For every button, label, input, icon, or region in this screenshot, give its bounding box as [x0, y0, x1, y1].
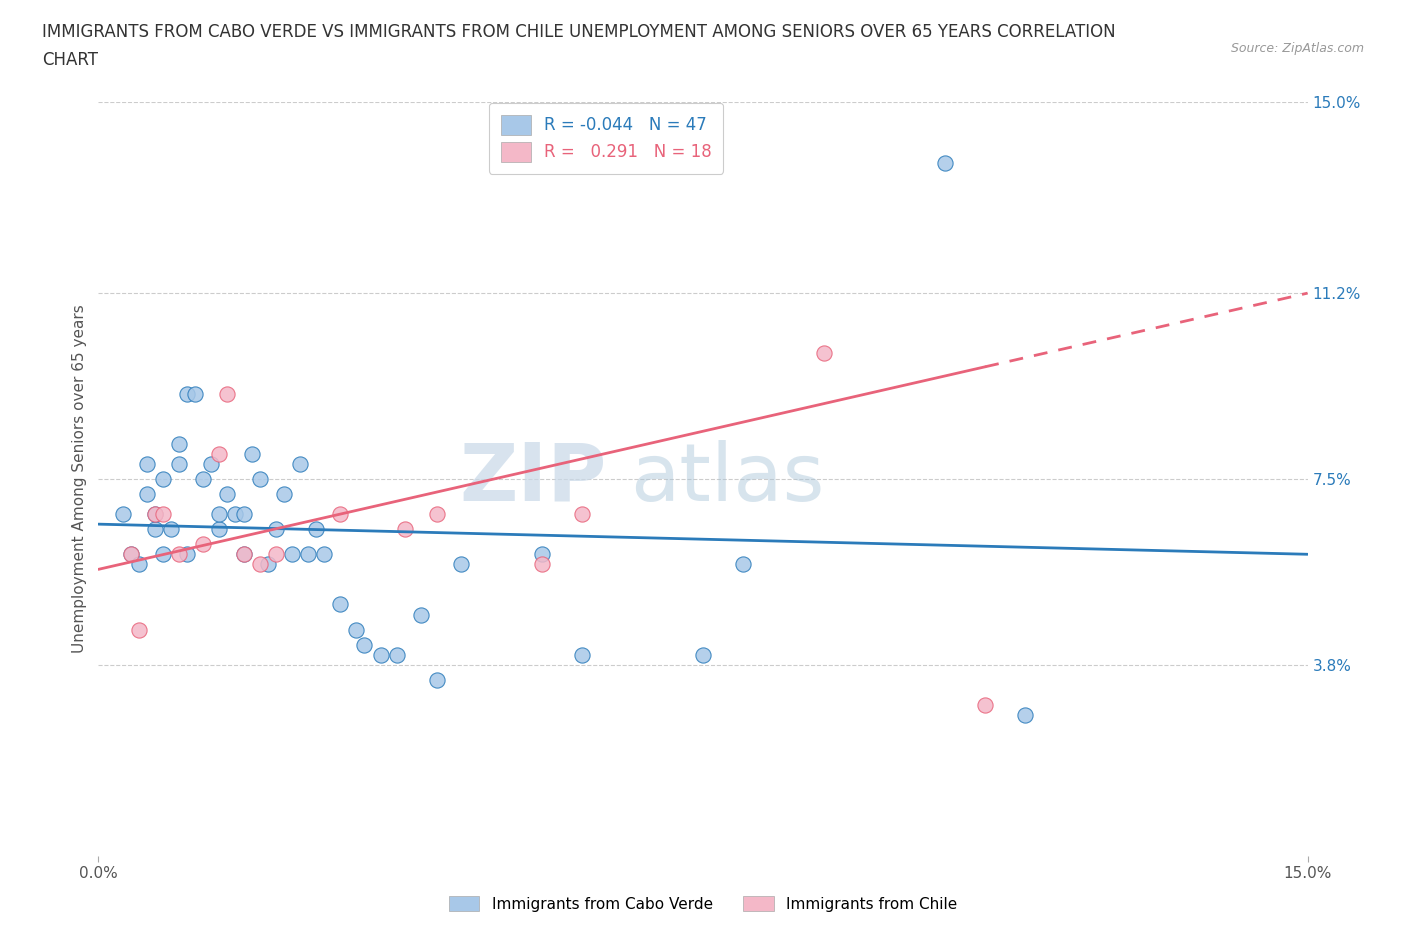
Point: [135, 457, 157, 472]
Point: [217, 486, 239, 501]
Point: [143, 507, 166, 522]
Y-axis label: Unemployment Among Seniors over 65 years: Unemployment Among Seniors over 65 years: [72, 305, 87, 653]
Point: [167, 436, 190, 451]
Point: [571, 647, 593, 662]
Point: [273, 486, 295, 501]
Text: ZIP: ZIP: [458, 440, 606, 518]
Point: [530, 547, 553, 562]
Point: [232, 547, 254, 562]
Point: [974, 698, 997, 712]
Point: [733, 557, 755, 572]
Point: [249, 557, 271, 572]
Point: [813, 346, 835, 361]
Point: [264, 522, 287, 537]
Point: [208, 522, 231, 537]
Text: Source: ZipAtlas.com: Source: ZipAtlas.com: [1230, 42, 1364, 55]
Point: [249, 472, 271, 486]
Text: atlas: atlas: [630, 440, 825, 518]
Point: [128, 622, 150, 637]
Point: [135, 486, 157, 501]
Point: [394, 522, 416, 537]
Point: [217, 386, 239, 401]
Point: [426, 507, 449, 522]
Point: [143, 507, 166, 522]
Point: [120, 547, 142, 562]
Point: [571, 507, 593, 522]
Point: [193, 472, 215, 486]
Point: [353, 637, 375, 652]
Point: [200, 457, 222, 472]
Point: [152, 472, 174, 486]
Point: [344, 622, 367, 637]
Point: [152, 507, 174, 522]
Point: [370, 647, 392, 662]
Point: [305, 522, 328, 537]
Text: CHART: CHART: [42, 51, 98, 69]
Point: [240, 446, 263, 461]
Point: [224, 507, 246, 522]
Point: [120, 547, 142, 562]
Point: [281, 547, 304, 562]
Point: [128, 557, 150, 572]
Point: [176, 547, 198, 562]
Point: [288, 457, 311, 472]
Point: [934, 155, 956, 170]
Point: [176, 386, 198, 401]
Point: [160, 522, 183, 537]
Point: [143, 522, 166, 537]
Point: [329, 507, 352, 522]
Point: [208, 446, 231, 461]
Point: [314, 547, 336, 562]
Point: [692, 647, 714, 662]
Point: [409, 607, 432, 622]
Legend: R = -0.044   N = 47, R =   0.291   N = 18: R = -0.044 N = 47, R = 0.291 N = 18: [489, 103, 724, 174]
Legend: Immigrants from Cabo Verde, Immigrants from Chile: Immigrants from Cabo Verde, Immigrants f…: [443, 889, 963, 918]
Point: [167, 547, 190, 562]
Point: [184, 386, 207, 401]
Point: [297, 547, 319, 562]
Point: [232, 547, 254, 562]
Point: [111, 507, 134, 522]
Point: [232, 507, 254, 522]
Point: [329, 597, 352, 612]
Point: [256, 557, 278, 572]
Text: IMMIGRANTS FROM CABO VERDE VS IMMIGRANTS FROM CHILE UNEMPLOYMENT AMONG SENIORS O: IMMIGRANTS FROM CABO VERDE VS IMMIGRANTS…: [42, 23, 1116, 41]
Point: [264, 547, 287, 562]
Point: [208, 507, 231, 522]
Point: [530, 557, 553, 572]
Point: [152, 547, 174, 562]
Point: [167, 457, 190, 472]
Point: [385, 647, 408, 662]
Point: [1014, 708, 1036, 723]
Point: [193, 537, 215, 551]
Point: [450, 557, 472, 572]
Point: [426, 672, 449, 687]
